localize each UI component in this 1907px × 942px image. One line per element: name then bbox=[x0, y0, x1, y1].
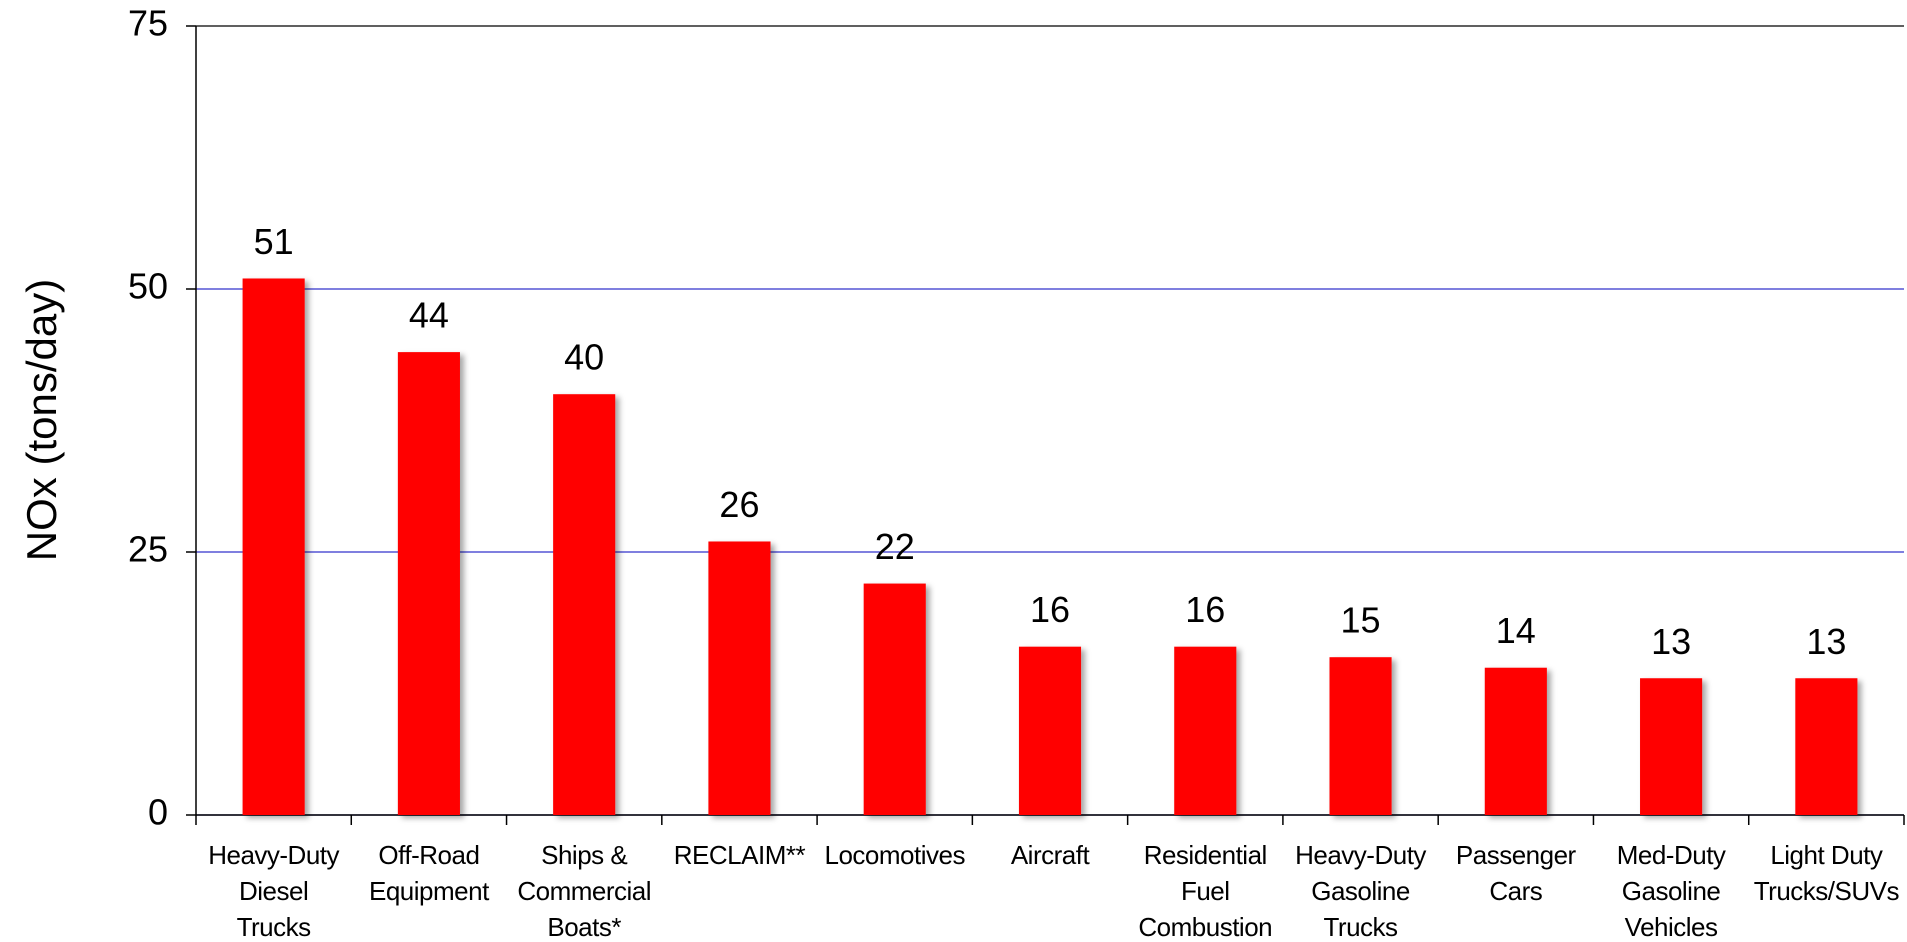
x-tick-label: Residential Fuel Combustion bbox=[1138, 840, 1273, 942]
y-axis-label: NOx (tons/day) bbox=[18, 279, 65, 561]
data-label: 16 bbox=[1185, 589, 1225, 630]
y-tick-label: 50 bbox=[128, 266, 168, 307]
data-label: 44 bbox=[409, 295, 449, 336]
bar bbox=[1795, 678, 1858, 815]
x-tick-label: Heavy-Duty Diesel Trucks bbox=[208, 840, 340, 942]
bar bbox=[1329, 657, 1392, 815]
y-tick-label: 0 bbox=[148, 792, 168, 833]
x-tick-label: Off-Road Equipment bbox=[369, 840, 489, 906]
data-label: 26 bbox=[719, 484, 759, 525]
x-tick-label: Locomotives bbox=[824, 840, 965, 870]
x-tick-label: Aircraft bbox=[1010, 840, 1090, 870]
x-tick-label: Light Duty Trucks/SUVs bbox=[1753, 840, 1900, 906]
bar bbox=[1484, 667, 1547, 815]
x-tick-label: Passenger Cars bbox=[1455, 840, 1576, 906]
bar bbox=[1018, 646, 1082, 815]
data-label: 13 bbox=[1651, 621, 1691, 662]
x-tick-label: RECLAIM** bbox=[673, 840, 806, 870]
data-label: 40 bbox=[564, 337, 604, 378]
y-tick-label: 25 bbox=[128, 529, 168, 570]
data-label: 16 bbox=[1030, 589, 1070, 630]
bar bbox=[708, 541, 771, 815]
x-tick-label: Med-Duty Gasoline Vehicles bbox=[1616, 840, 1726, 942]
bar bbox=[397, 352, 460, 815]
bar bbox=[242, 278, 305, 816]
data-label: 51 bbox=[254, 221, 294, 262]
x-tick-label: Ships & Commercial Boats* bbox=[517, 840, 652, 942]
data-label: 15 bbox=[1341, 600, 1381, 641]
data-label: 22 bbox=[875, 526, 915, 567]
data-label: 14 bbox=[1496, 610, 1536, 651]
x-tick-label: Heavy-Duty Gasoline Trucks bbox=[1295, 840, 1426, 942]
bar bbox=[1174, 646, 1237, 815]
bar bbox=[863, 583, 926, 815]
y-tick-label: 75 bbox=[128, 3, 168, 44]
bar bbox=[1640, 678, 1703, 815]
data-label: 13 bbox=[1806, 621, 1846, 662]
bar bbox=[553, 394, 616, 815]
